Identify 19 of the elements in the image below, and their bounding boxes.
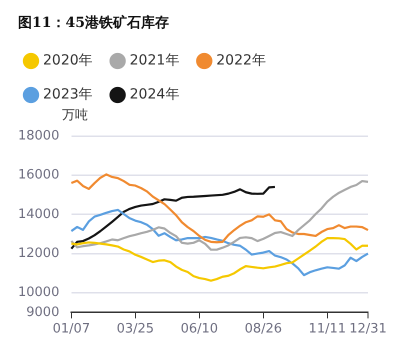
y-tick-label: 14000 [18,206,60,222]
x-tick-label: 06/10 [180,322,218,337]
x-tick-label: 08/26 [244,322,282,337]
y-tick-label: 18000 [18,128,60,144]
legend-label: 2021年 [130,52,180,69]
legend-label: 2023年 [43,86,93,103]
legend-label: 2024年 [130,86,180,103]
y-tick-label: 16000 [18,168,60,183]
x-tick-label: 12/31 [349,322,387,337]
x-tick-label: 03/25 [116,322,154,337]
chart-title: 图11：45港铁矿石库存 [17,14,170,33]
y-tick-label: 10000 [18,285,60,300]
x-tick-label: 01/07 [52,322,90,337]
y-tick-label: 12000 [18,246,60,261]
legend-label: 2022年 [216,52,266,69]
x-tick-label: 11/11 [308,322,346,337]
y-tick-label: 9000 [26,304,60,320]
legend-label: 2020年 [43,52,93,69]
y-axis-title: 万吨 [62,108,88,123]
